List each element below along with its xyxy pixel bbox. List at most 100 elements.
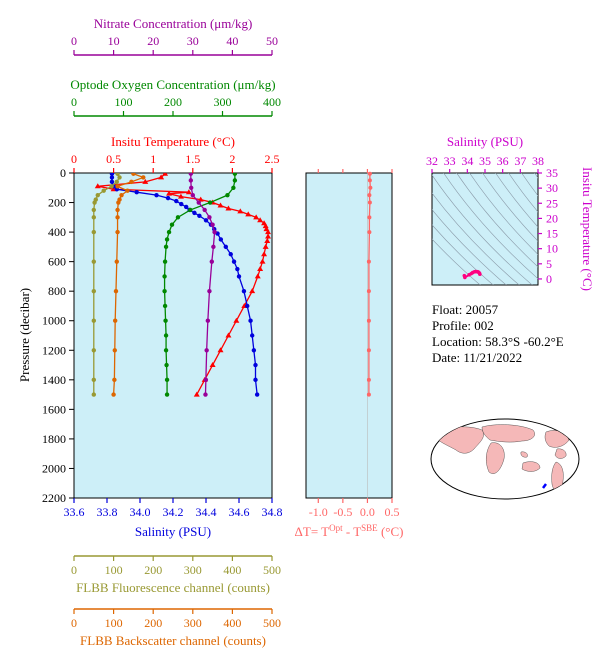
backscatter-point	[115, 229, 120, 235]
delta-t-point	[366, 318, 371, 323]
nitrate-point	[205, 318, 211, 323]
fluorescence-axis: 0 100 200 300 400 500 FLBB Fluorescence chann…	[71, 555, 281, 595]
temperature-tick-label: 1	[150, 152, 156, 166]
temperature-point	[262, 223, 269, 229]
fluorescence-tick-label: 100	[105, 563, 123, 577]
salinity-tick-label: 34.8	[262, 505, 283, 519]
salinity-point	[253, 362, 258, 368]
salinity-point	[253, 377, 258, 383]
backscatter-point	[115, 215, 120, 220]
temperature-point	[264, 237, 271, 243]
salinity-point	[134, 190, 139, 195]
nitrate-axis: Nitrate Concentration (μm/kg) 0 10 20 30 40 5…	[71, 16, 278, 56]
backscatter-point	[111, 392, 116, 397]
pressure-tick-label: 0	[60, 166, 66, 180]
pressure-tick-label: 400	[48, 225, 66, 239]
oxygen-point	[169, 222, 175, 227]
oxygen-point	[232, 178, 238, 183]
nitrate-tick-label: 0	[71, 34, 77, 48]
delta-t-tick-label: 0.0	[360, 505, 375, 519]
fluorescence-tick-label: 500	[263, 563, 281, 577]
fluorescence-point	[91, 392, 97, 397]
ts-density-contour	[534, 173, 538, 179]
fluorescence-point	[92, 200, 97, 205]
temperature-point	[253, 214, 260, 220]
nitrate-point	[209, 259, 215, 264]
backscatter-point	[112, 348, 117, 353]
salinity-point	[251, 348, 257, 353]
nitrate-point	[212, 229, 217, 235]
fluorescence-point	[91, 318, 97, 323]
oxygen-point	[163, 348, 169, 353]
ts-density-contour	[521, 173, 538, 197]
salinity-point	[228, 252, 233, 257]
salinity-point	[184, 204, 189, 210]
ts-y-tick-label: 35	[546, 166, 558, 180]
nitrate-tick-label: 10	[108, 34, 120, 48]
backscatter-point	[112, 318, 118, 323]
nitrate-point	[189, 185, 194, 190]
salinity-tick-label: 34.2	[163, 505, 184, 519]
ts-salinity-label: Salinity (PSU)	[447, 134, 523, 149]
oxygen-point	[164, 362, 169, 368]
nitrate-point	[203, 377, 209, 383]
temperature-point	[257, 266, 264, 272]
fluorescence-point	[115, 173, 120, 176]
backscatter-point	[131, 173, 136, 176]
float-id: Float: 20057	[432, 302, 499, 317]
oxygen-point	[175, 215, 181, 220]
nitrate-point	[210, 222, 215, 227]
world-map	[430, 418, 580, 500]
pressure-tick-label: 2000	[42, 461, 66, 475]
nitrate-point	[207, 215, 212, 220]
ts-y-tick-label: 15	[546, 227, 558, 241]
oxygen-tick-label: 200	[164, 95, 182, 109]
ts-x-tick-label: 36	[497, 154, 509, 168]
nitrate-point	[188, 173, 194, 176]
backscatter-point	[115, 207, 120, 213]
date: Date: 11/21/2022	[432, 350, 523, 365]
temperature-point	[209, 362, 216, 368]
fluorescence-point	[95, 192, 100, 198]
salinity-point	[109, 173, 115, 176]
ts-x-tick-label: 33	[444, 154, 456, 168]
salinity-axis-label: Salinity (PSU)	[135, 524, 211, 539]
backscatter-point	[125, 188, 130, 193]
oxygen-point	[163, 318, 168, 323]
oxygen-point	[232, 173, 238, 176]
delta-t-point	[366, 289, 371, 294]
temperature-point	[265, 229, 272, 235]
pressure-tick-label: 200	[48, 196, 66, 210]
temperature-point	[225, 205, 232, 211]
oxygen-point	[231, 185, 236, 190]
delta-t-point	[366, 377, 371, 382]
ts-density-contour	[432, 192, 520, 285]
oxygen-point	[162, 259, 168, 264]
nitrate-point	[190, 192, 195, 198]
salinity-point	[197, 213, 202, 219]
fluorescence-axis-label: FLBB Fluorescence channel (counts)	[76, 580, 270, 595]
delta-t-tick-label: -0.5	[333, 505, 352, 519]
temperature-point	[177, 193, 184, 199]
ts-y-tick-label: 10	[546, 242, 558, 256]
ts-y-tick-label: 30	[546, 181, 558, 195]
oxygen-point	[207, 200, 213, 205]
oxygen-tick-label: 100	[115, 95, 133, 109]
oxygen-axis: Optode Oxygen Concentration (μm/kg) 0 100…	[70, 77, 281, 117]
fluorescence-point	[91, 348, 97, 353]
salinity-point	[236, 274, 242, 279]
salinity-tick-label: 33.6	[64, 505, 85, 519]
nitrate-point	[211, 244, 216, 250]
salinity-point	[218, 237, 224, 242]
salinity-point	[174, 198, 179, 204]
nitrate-tick-label: 40	[226, 34, 238, 48]
backscatter-point	[116, 200, 121, 205]
pressure-tick-label: 1600	[42, 402, 66, 416]
salinity-tick-label: 34.6	[229, 505, 250, 519]
delta-t-panel	[305, 172, 393, 499]
oxygen-point	[188, 207, 193, 213]
oxygen-point	[164, 237, 170, 242]
pressure-tick-label: 600	[48, 255, 66, 269]
temperature-point	[166, 190, 173, 196]
ts-density-contour	[508, 173, 538, 213]
